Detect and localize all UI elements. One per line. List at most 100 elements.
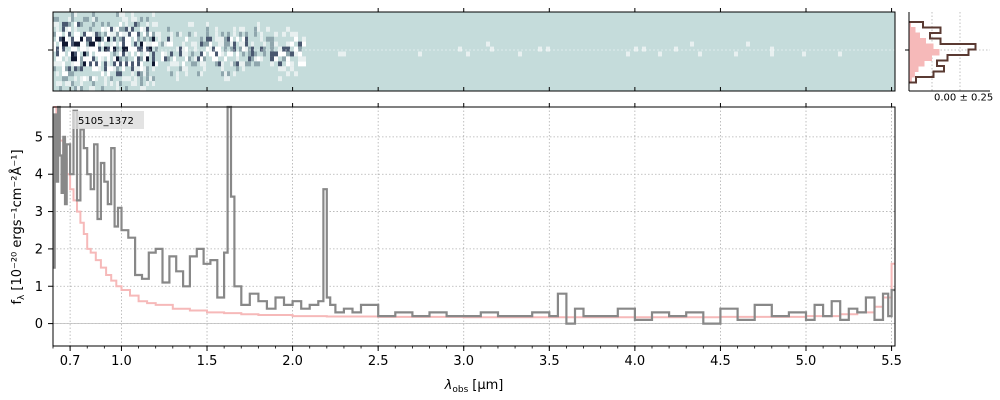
strip-cell (626, 51, 630, 57)
strip-cell (282, 31, 286, 37)
strip-cell (128, 36, 131, 42)
strip-cell (122, 26, 125, 32)
strip-cell (80, 36, 83, 42)
strip-cell (86, 51, 89, 57)
strip-cell (62, 71, 65, 77)
strip-cell (83, 36, 86, 42)
strip-cell (83, 16, 86, 22)
plot-frame (52, 106, 896, 347)
strip-cell (86, 16, 89, 22)
strip-cell (245, 41, 248, 47)
strip-cell (140, 66, 143, 72)
strip-cell (83, 61, 86, 67)
strip-cell (167, 56, 170, 62)
strip-cell (74, 66, 77, 72)
strip-cell (152, 21, 155, 27)
strip-cell (158, 31, 161, 37)
strip-cell (302, 41, 306, 47)
x-tick-label: 3.5 (539, 354, 560, 369)
strip-cell (122, 12, 125, 17)
strip-cell (245, 31, 248, 37)
strip-cell (173, 56, 176, 62)
strip-cell (206, 41, 209, 47)
strip-cell (194, 56, 197, 62)
strip-cell (92, 66, 95, 72)
strip-cell (251, 46, 254, 52)
strip-cell (89, 41, 92, 47)
strip-cell (338, 51, 342, 57)
strip-cell (140, 16, 143, 22)
strip-cell (116, 61, 119, 67)
strip-cell (278, 61, 282, 67)
strip-cell (65, 21, 68, 27)
strip-cell (116, 56, 119, 62)
strip-cell (98, 51, 101, 57)
strip-cell (119, 36, 122, 42)
strip-cell (690, 41, 694, 47)
strip-cell (290, 61, 294, 67)
strip-cell (128, 46, 131, 52)
strip-cell (257, 61, 260, 67)
strip-cell (170, 31, 173, 37)
strip-cell (200, 51, 203, 57)
object-label-bg (72, 111, 144, 129)
strip-cell (155, 21, 158, 27)
strip-cell (80, 66, 83, 72)
strip-cell (274, 41, 278, 47)
strip-cell (107, 46, 110, 52)
strip-cell (286, 26, 290, 32)
strip-cell (221, 71, 224, 77)
strip-cell (215, 61, 218, 67)
y-axis-label-sub: λ (17, 294, 27, 300)
strip-cell (59, 41, 62, 47)
strip-cell (227, 71, 230, 77)
strip-cell (83, 76, 86, 82)
strip-cell (125, 16, 128, 22)
strip-cell (173, 61, 176, 67)
strip-cell (83, 41, 86, 47)
strip-cell (116, 66, 119, 72)
strip-cell (101, 56, 104, 62)
strip-cell (137, 56, 140, 62)
strip-cell (137, 66, 140, 72)
strip-cell (212, 56, 215, 62)
strip-cell (200, 56, 203, 62)
strip-cell (71, 51, 74, 57)
strip-cell (86, 46, 89, 52)
strip-cell (140, 41, 143, 47)
strip-cell (185, 46, 188, 52)
strip-cell (134, 56, 137, 62)
strip-cell (182, 51, 185, 57)
strip-cell (86, 76, 89, 82)
strip-cell (518, 51, 522, 57)
strip-cell (71, 46, 74, 52)
strip-cell (185, 71, 188, 77)
strip-cell (239, 61, 242, 67)
strip-cell (146, 71, 149, 77)
strip-cell (86, 36, 89, 42)
x-tick-label: 1.0 (111, 354, 132, 369)
strip-cell (164, 41, 167, 47)
strip-cell (294, 36, 298, 42)
strip-cell (119, 61, 122, 67)
strip-cell (270, 46, 274, 52)
strip-cell (134, 76, 137, 82)
strip-cell (143, 46, 146, 52)
strip-cell (236, 61, 239, 67)
strip-cell (270, 51, 274, 57)
strip-cell (254, 31, 257, 37)
strip-cell (98, 46, 101, 52)
strip-cell (119, 21, 122, 27)
strip-cell (128, 41, 131, 47)
strip-cell (119, 26, 122, 32)
strip-cell (698, 51, 702, 57)
strip-cell (56, 71, 59, 77)
strip-cell (212, 46, 215, 52)
strip-cell (770, 46, 774, 52)
strip-cell (263, 51, 266, 57)
strip-cell (233, 31, 236, 37)
strip-cell (290, 41, 294, 47)
strip-cell (286, 41, 290, 47)
strip-cell (182, 46, 185, 52)
strip-cell (110, 26, 113, 32)
